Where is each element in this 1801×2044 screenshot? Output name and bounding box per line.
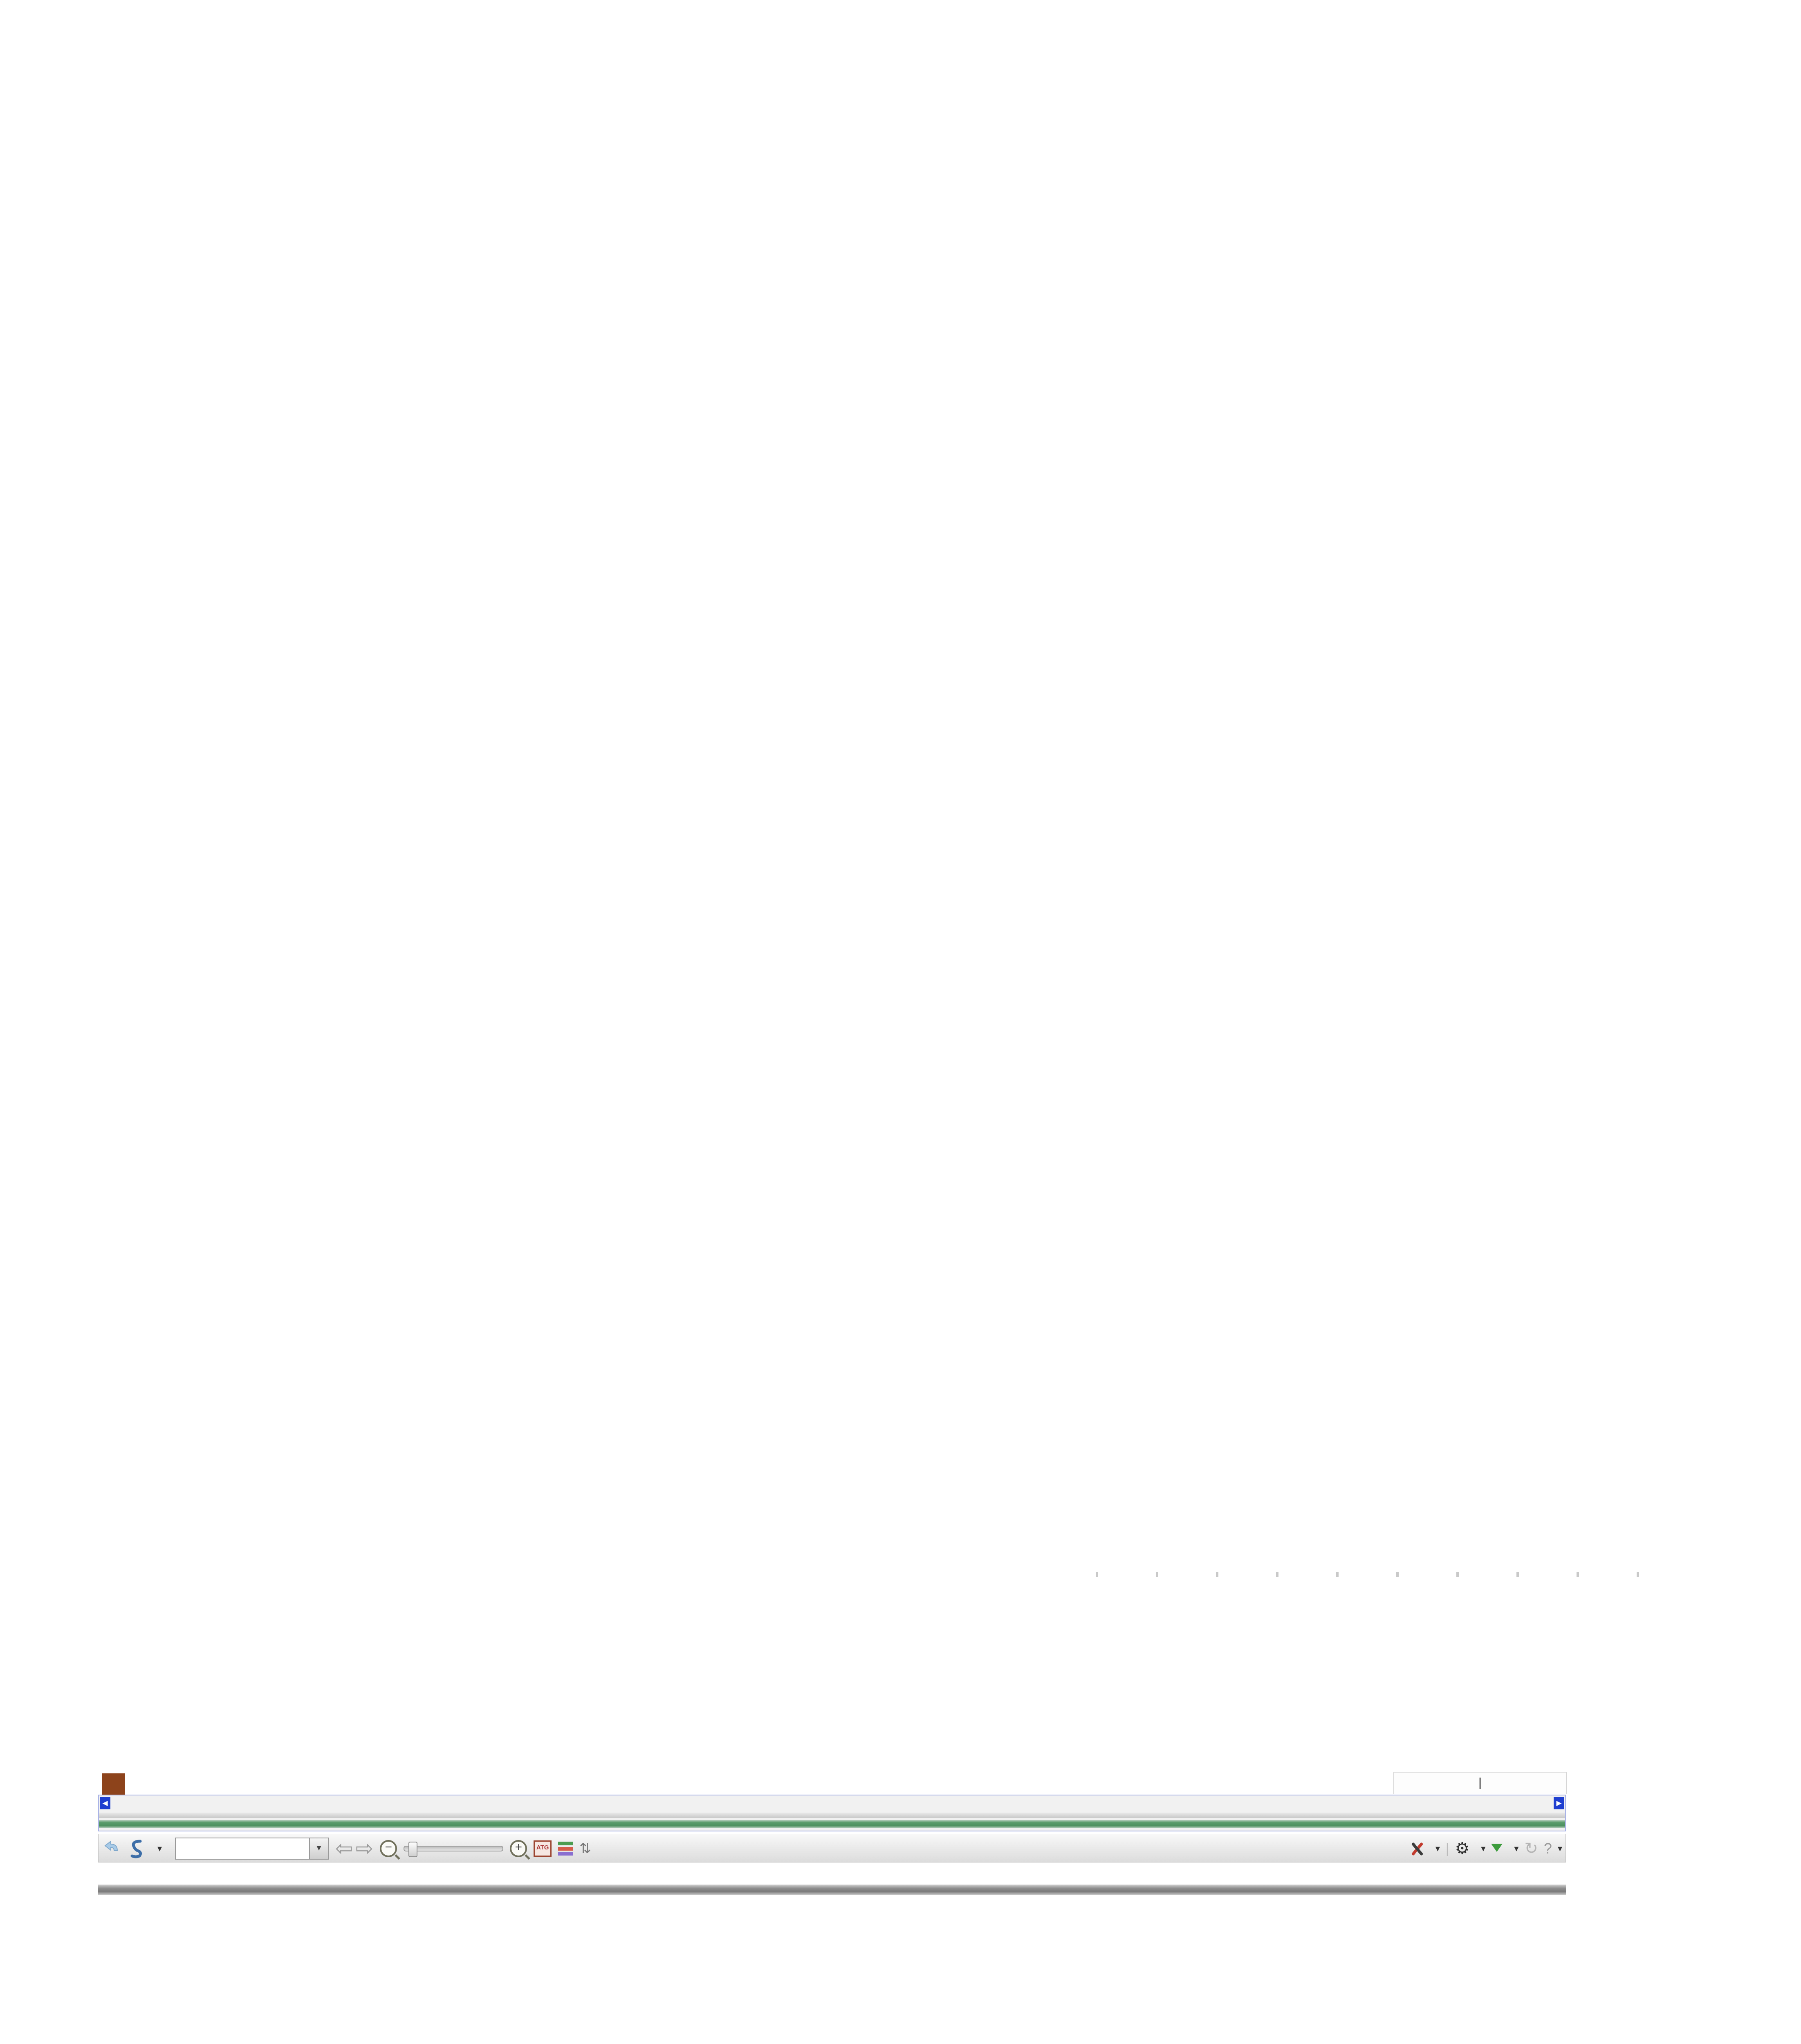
pan-right-icon[interactable]: ⇨ (355, 1837, 374, 1860)
database-links (98, 1753, 162, 1770)
link-separator: | (1478, 1776, 1482, 1789)
overview-ruler (110, 1797, 1554, 1813)
sequence-link-icon[interactable] (128, 1839, 144, 1858)
history-back-icon[interactable] (103, 1839, 121, 1858)
tools-icon[interactable] (1409, 1841, 1424, 1856)
zoom-slider[interactable] (404, 1842, 504, 1857)
find-input[interactable]: ▾ (175, 1838, 329, 1860)
overview-scroll-left-icon[interactable]: ◀ (100, 1797, 110, 1809)
track-display-icon[interactable] (558, 1842, 573, 1856)
viewer-link-bar: | (1393, 1772, 1567, 1794)
overview-scroll-right-icon[interactable]: ▶ (1554, 1797, 1564, 1809)
more-caret-icon[interactable]: ▾ (1557, 1843, 1562, 1853)
expand-tracks-icon[interactable]: ⇅ (579, 1841, 591, 1856)
help-icon[interactable]: ? (1543, 1840, 1552, 1857)
overview-gene-band (99, 1820, 1565, 1828)
viewer-overview-panel[interactable]: ◀ ▶ (98, 1795, 1566, 1831)
refresh-icon[interactable]: ↻ (1524, 1840, 1538, 1858)
sequence-bar[interactable] (98, 1885, 1566, 1895)
clipped-corner-block (102, 1773, 125, 1795)
zoom-slider-thumb[interactable] (408, 1842, 418, 1857)
atg-search-icon[interactable]: ATG (534, 1840, 552, 1857)
zoom-out-icon[interactable]: − (380, 1840, 397, 1857)
pan-left-icon[interactable]: ⇦ (335, 1837, 353, 1860)
overview-band (99, 1813, 1565, 1818)
find-dropdown-icon[interactable]: ▾ (309, 1838, 328, 1859)
zoom-in-icon[interactable]: + (510, 1840, 527, 1857)
download-icon[interactable] (1491, 1844, 1503, 1852)
viewer-toolbar: ▾ ▾ ⇦ ⇨ − + ATG ⇅ ▾ | ⚙ ▾ ▾ ↻ ? ▾ (98, 1834, 1566, 1862)
tracks-gear-icon[interactable]: ⚙ (1455, 1840, 1470, 1858)
main-ruler (98, 1864, 1566, 1884)
clipped-row-ticks (1096, 1572, 1652, 1577)
accession-caret-icon[interactable]: ▾ (157, 1843, 162, 1853)
